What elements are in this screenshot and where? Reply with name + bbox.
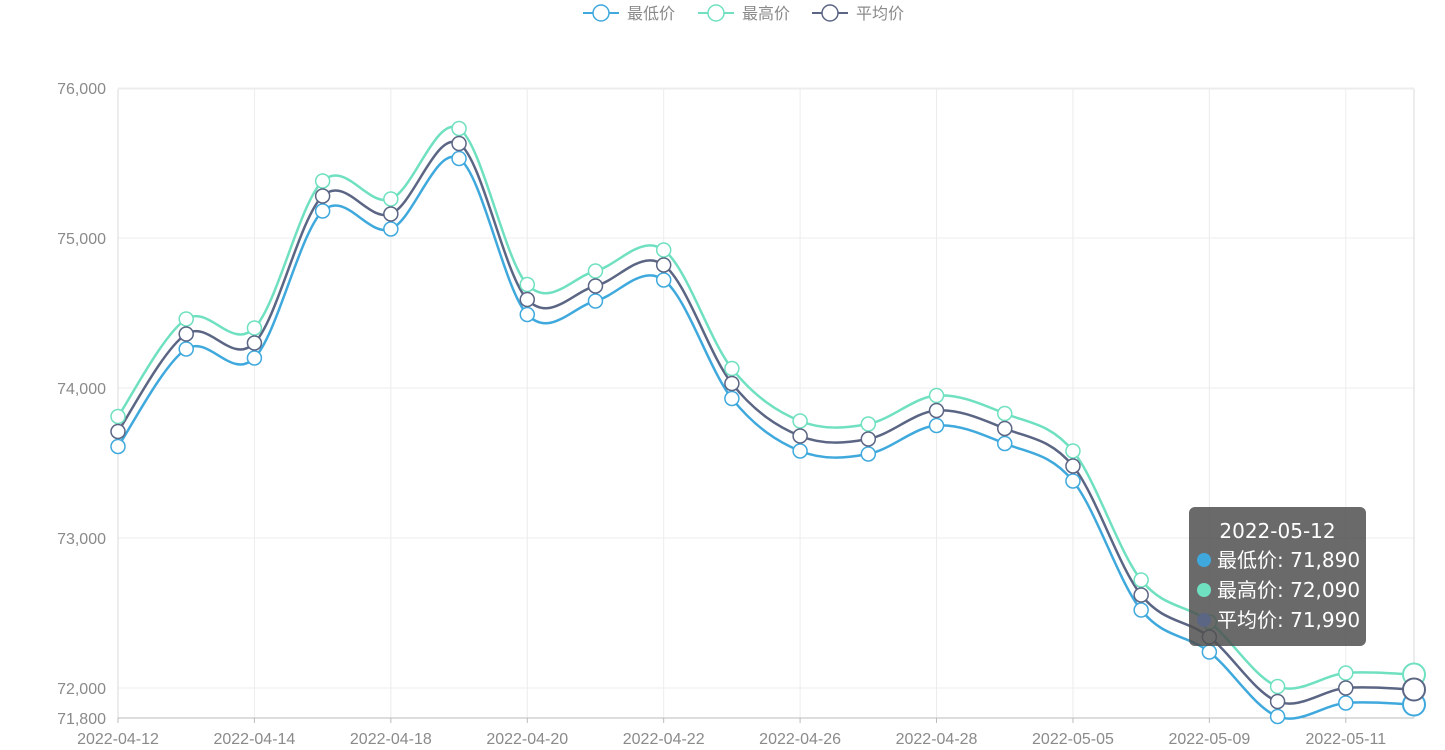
tooltip-row-low: 最低价: 71,890	[1197, 545, 1361, 575]
data-point-avg	[246, 335, 263, 351]
data-point-low	[1201, 644, 1218, 660]
data-point-high	[1269, 678, 1286, 695]
data-point-avg	[792, 428, 808, 444]
data-point-low	[246, 350, 263, 366]
tooltip-label-avg: 平均价: 71,990	[1217, 608, 1361, 632]
data-point-low	[519, 306, 536, 323]
x-tick-label: 2022-04-20	[486, 731, 568, 748]
data-point-low	[1338, 695, 1354, 711]
data-point-high	[860, 416, 877, 432]
data-point-low	[1269, 708, 1286, 725]
data-point-high	[792, 413, 808, 429]
tooltip: 2022-05-12 最低价: 71,890 最高价: 72,090 平均价: …	[1189, 507, 1366, 646]
data-point-high	[1065, 443, 1081, 459]
data-point-low	[110, 438, 126, 455]
data-point-low	[451, 150, 467, 167]
legend-marker-high	[707, 4, 725, 22]
tooltip-row-high: 最高价: 72,090	[1197, 575, 1361, 605]
data-point-avg	[724, 375, 740, 392]
tooltip-label-high: 最高价: 72,090	[1217, 578, 1361, 602]
data-point-avg	[451, 135, 467, 152]
data-point-avg	[996, 420, 1013, 437]
data-point-low	[724, 390, 740, 407]
x-tick-label: 2022-04-14	[213, 731, 295, 748]
y-tick-label: 76,000	[57, 81, 106, 98]
x-tick-label: 2022-04-12	[77, 731, 159, 748]
data-point-avg	[110, 423, 126, 440]
data-point-high	[996, 405, 1013, 422]
data-point-avg	[928, 402, 945, 419]
legend-marker-low	[592, 4, 610, 22]
data-point-low	[996, 435, 1013, 452]
x-tick-label: 2022-04-26	[759, 731, 841, 748]
y-tick-label: 74,000	[57, 381, 106, 398]
x-axis-labels: 2022-04-12 2022-04-14 2022-04-18 2022-04-20…	[77, 731, 1386, 748]
tooltip-title: 2022-05-12	[1219, 519, 1336, 543]
legend-label-avg: 平均价	[856, 4, 904, 23]
data-point-low	[383, 221, 399, 237]
data-point-high	[928, 387, 945, 404]
y-tick-label: 75,000	[57, 231, 106, 248]
data-point-low	[792, 443, 808, 459]
data-point-avg	[383, 206, 399, 222]
x-tick-label: 2022-04-18	[350, 731, 432, 748]
data-point-low	[655, 272, 672, 288]
data-point-low	[928, 417, 945, 434]
data-point-avg	[178, 326, 194, 342]
x-tick-label: 2022-05-05	[1032, 731, 1114, 748]
y-tick-label: 73,000	[57, 531, 106, 548]
data-point-high	[246, 320, 263, 336]
data-point-avg	[1269, 693, 1286, 710]
tooltip-dot-high	[1197, 583, 1211, 597]
data-point-high	[1133, 572, 1149, 588]
tooltip-dot-low	[1197, 553, 1211, 567]
x-tick-label: 2022-04-22	[623, 731, 705, 748]
data-point-low	[178, 341, 194, 357]
data-point-avg	[314, 188, 331, 204]
y-tick-label: 71,800	[57, 711, 106, 728]
x-tick-label: 2022-05-09	[1168, 731, 1250, 748]
data-point-high	[314, 173, 331, 189]
tooltip-dot-avg	[1197, 613, 1211, 627]
data-point-high	[655, 242, 672, 258]
tooltip-row-avg: 平均价: 71,990	[1197, 605, 1361, 635]
data-point-high	[110, 408, 126, 425]
data-point-low	[1065, 473, 1081, 489]
data-point-avg	[587, 278, 604, 294]
data-point-high	[587, 263, 604, 279]
data-point-avg	[1338, 680, 1354, 696]
data-point-avg	[1065, 458, 1081, 474]
data-point-high	[1338, 665, 1354, 681]
legend-label-high: 最高价	[742, 4, 790, 23]
axes	[117, 88, 1415, 723]
data-point-avg	[519, 291, 536, 308]
data-point-high	[519, 276, 536, 293]
x-tick-label: 2022-05-11	[1305, 731, 1386, 748]
data-point-avg	[1402, 677, 1426, 702]
data-point-low	[314, 203, 331, 219]
y-tick-label: 72,000	[57, 681, 106, 698]
data-point-avg	[1133, 587, 1149, 603]
legend: 最低价 最高价 平均价	[583, 4, 904, 23]
data-point-low	[860, 446, 877, 462]
data-point-low	[587, 293, 604, 309]
data-point-avg	[655, 257, 672, 273]
data-point-high	[178, 311, 194, 327]
y-axis-labels: 71,800 72,000 73,000 74,000 75,000 76,000	[57, 81, 106, 728]
data-point-high	[724, 360, 740, 377]
legend-marker-avg	[821, 4, 839, 22]
data-point-high	[451, 120, 467, 137]
series-points	[110, 120, 1426, 725]
x-tick-label: 2022-04-28	[896, 731, 978, 748]
legend-label-low: 最低价	[627, 4, 675, 23]
tooltip-label-low: 最低价: 71,890	[1217, 548, 1361, 572]
data-point-avg	[860, 431, 877, 447]
data-point-low	[1133, 602, 1149, 618]
data-point-high	[383, 191, 399, 207]
